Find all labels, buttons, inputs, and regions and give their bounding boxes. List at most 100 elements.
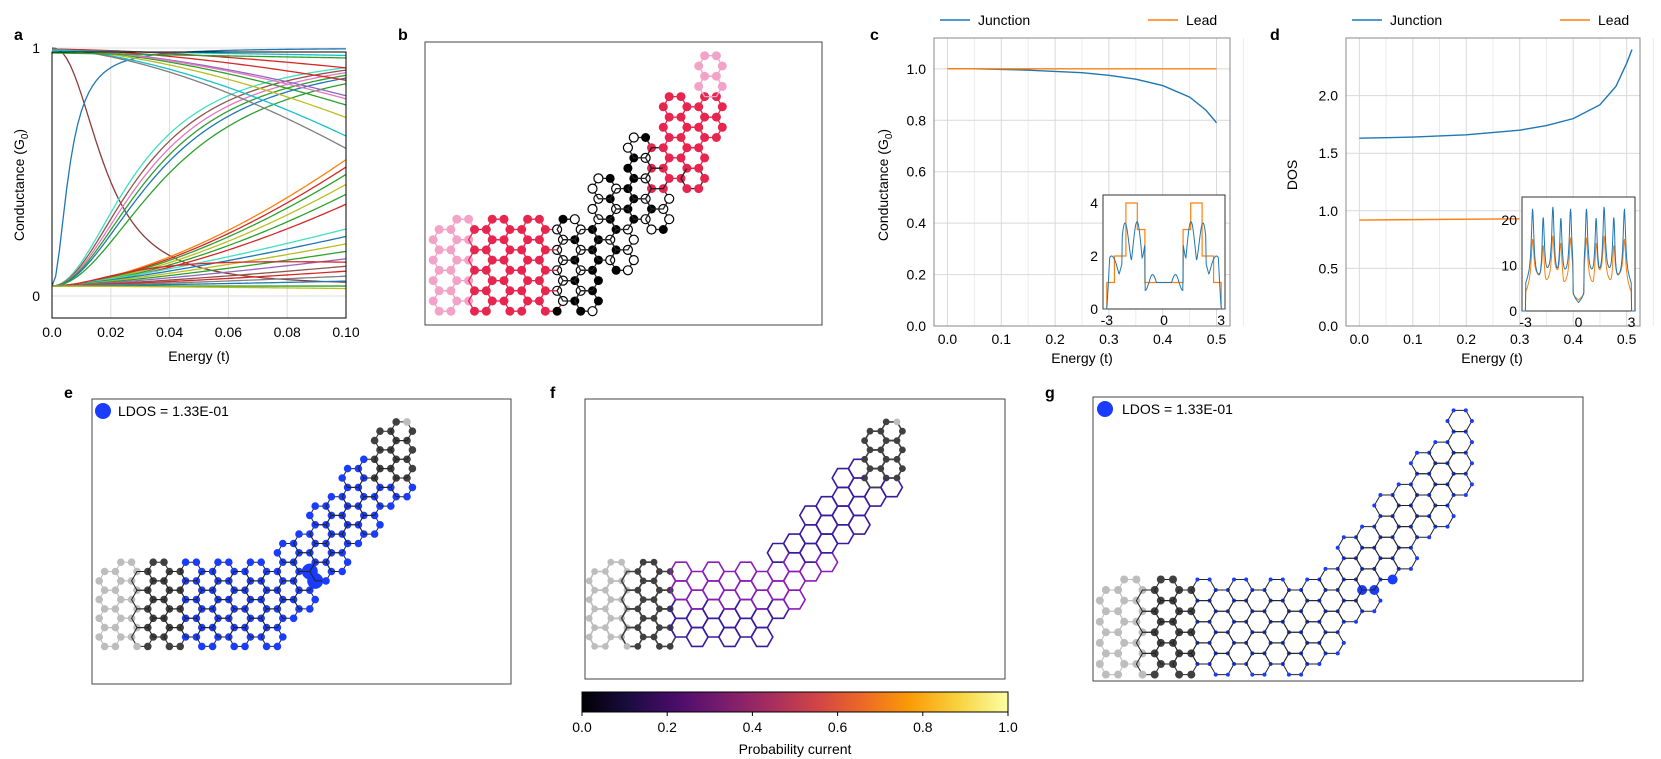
lattice-site — [1101, 586, 1110, 594]
lattice-site — [446, 306, 456, 316]
lattice-site — [1213, 672, 1218, 677]
panel-b-frame — [424, 41, 823, 326]
lattice-site — [434, 306, 444, 316]
y-tick-label: 0.5 — [1319, 260, 1339, 276]
panel-a-ylabel: Conductance (G0) — [11, 129, 31, 241]
lattice-site — [338, 567, 347, 576]
lattice-site — [181, 558, 190, 566]
colorbar-ticks: 0.0 0.2 0.4 0.6 0.8 1.0 — [572, 712, 1018, 735]
lattice-site — [1469, 482, 1474, 487]
lattice-site — [1335, 651, 1340, 656]
lattice-site — [666, 643, 674, 650]
lattice-site — [523, 214, 533, 224]
x-tick-label: 0.5 — [1617, 331, 1637, 347]
series-line-rise-green2 — [51, 83, 347, 287]
lattice-site — [1132, 575, 1141, 584]
lattice-site — [717, 122, 727, 132]
lattice-site — [403, 492, 411, 501]
panel-c-letter: c — [870, 27, 879, 44]
panel-a-ticks: 0.0 0.02 0.04 0.06 0.08 0.10 0 1 — [32, 40, 360, 340]
lattice-site — [591, 568, 598, 575]
y-tick-label: 0.6 — [907, 164, 927, 180]
lattice-site — [1415, 450, 1419, 455]
inset-frame — [1521, 196, 1636, 312]
lattice-site — [133, 642, 141, 651]
lattice-site — [1095, 596, 1104, 605]
lattice-site — [1463, 493, 1468, 497]
lattice-site — [618, 558, 625, 566]
panel-b-sites — [428, 51, 727, 317]
panel-g-sites — [1095, 408, 1474, 679]
panel-d-legend: Junction Lead — [1352, 12, 1629, 28]
x-tick-label: 0.0 — [1350, 331, 1370, 347]
panel-g-frame — [1092, 396, 1584, 682]
lattice-site — [1354, 619, 1358, 624]
lattice-site — [628, 132, 639, 143]
lattice-site — [1451, 408, 1456, 413]
lattice-site — [505, 306, 515, 316]
x-tick-label: 0.06 — [215, 324, 242, 340]
inset-y-tick: 20 — [1501, 212, 1517, 228]
lattice-site — [1445, 524, 1450, 529]
lattice-site — [1396, 482, 1401, 487]
lattice-site — [408, 483, 417, 492]
lattice-site — [95, 595, 103, 604]
panel-c-ylabel-main: Conductance (G — [875, 139, 891, 241]
lattice-site — [717, 61, 727, 71]
lattice-site — [1268, 577, 1273, 582]
lattice-site — [1195, 577, 1200, 582]
x-tick-label: 0.3 — [1099, 331, 1119, 347]
lattice-site — [585, 633, 593, 641]
series-line-low-blue — [51, 235, 347, 287]
lattice-site — [658, 122, 668, 132]
lattice-site — [1372, 503, 1377, 508]
panel-a-series — [51, 47, 347, 290]
x-tick-label: 0.1 — [1403, 331, 1423, 347]
lattice-site — [1120, 575, 1129, 584]
lattice-site — [311, 502, 320, 510]
lattice-site — [1250, 672, 1255, 677]
lattice-site — [664, 193, 675, 204]
lattice-site — [481, 306, 491, 316]
lattice-site — [273, 549, 282, 557]
panel-e-legend-text: LDOS = 1.33E-01 — [118, 403, 229, 419]
lattice-site — [569, 214, 580, 225]
lattice-site — [408, 446, 417, 454]
lattice-site — [587, 306, 598, 317]
lattice-site — [694, 61, 704, 71]
panel-a-letter: a — [14, 27, 23, 44]
inset-x-tick: -3 — [1101, 312, 1114, 328]
panel-c-legend-junction: Junction — [978, 12, 1030, 28]
lattice-site — [1387, 574, 1398, 585]
lattice-site — [700, 51, 710, 61]
panel-a-chart: 0.0 0.02 0.04 0.06 0.08 0.10 0 1 Energy (t) Con… — [11, 40, 360, 364]
x-tick-label: 0.2 — [1045, 331, 1065, 347]
colorbar — [581, 691, 1009, 713]
colorbar-tick-label: 0.8 — [913, 719, 933, 735]
lattice-site — [1317, 662, 1322, 666]
lattice-site — [634, 643, 642, 650]
lattice-site — [198, 642, 206, 651]
lattice-site — [1299, 672, 1304, 677]
series-line-rise-teal — [51, 67, 347, 287]
lattice-site — [587, 183, 598, 194]
panel-c-series — [947, 68, 1218, 124]
panel-c-grid — [934, 38, 1244, 327]
lattice-site — [434, 225, 444, 234]
lattice-site — [534, 214, 544, 224]
lattice-site — [700, 153, 710, 163]
lattice-site — [658, 225, 668, 234]
lattice-site — [611, 265, 621, 275]
y-tick-label: 0.4 — [907, 215, 927, 231]
lattice-site — [628, 255, 639, 266]
x-tick-label: 0.02 — [97, 324, 124, 340]
panel-a-ylabel-sub: 0 — [20, 133, 31, 139]
lattice-site — [343, 558, 352, 566]
lattice-site — [576, 306, 586, 316]
inset-y-tick: 4 — [1090, 195, 1098, 211]
lattice-site — [1101, 670, 1110, 679]
lattice-site — [623, 163, 633, 173]
y-tick-label: 1.0 — [1319, 203, 1339, 219]
